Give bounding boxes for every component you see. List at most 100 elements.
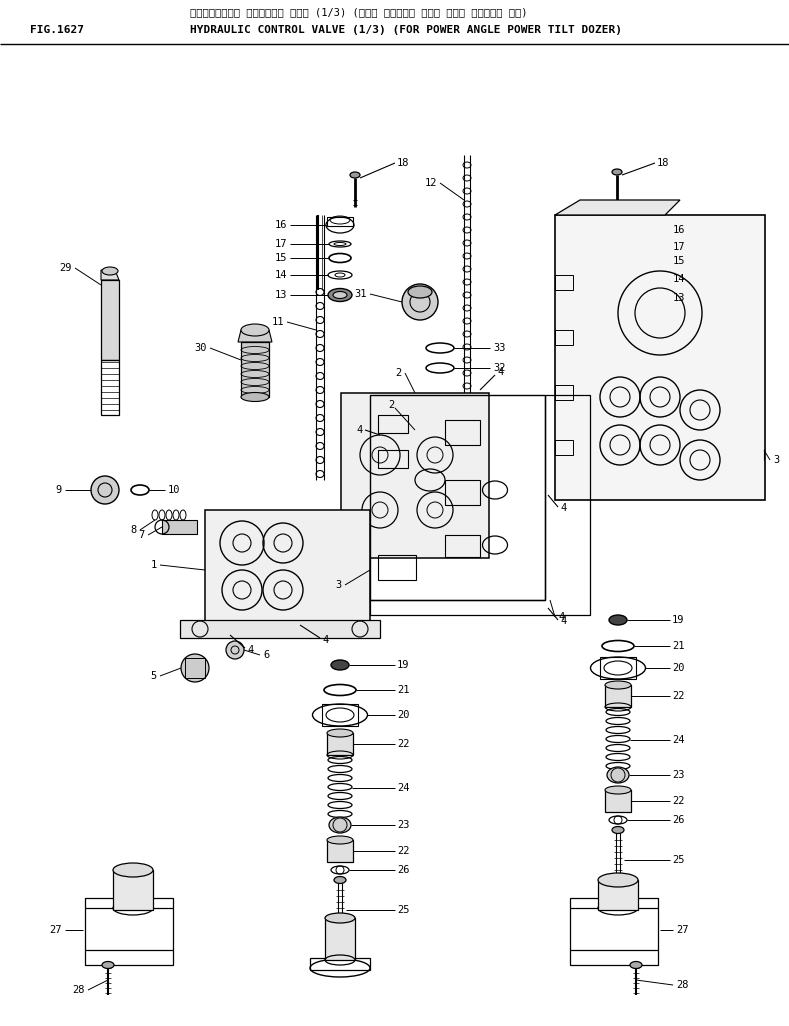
Ellipse shape: [333, 291, 347, 299]
Ellipse shape: [102, 267, 118, 275]
Circle shape: [181, 654, 209, 682]
Text: FIG.1627: FIG.1627: [30, 25, 84, 35]
Text: 15: 15: [673, 256, 686, 266]
Polygon shape: [180, 620, 380, 638]
Text: HYDRAULIC CONTROL VALVE (1/3) (FOR POWER ANGLE POWER TILT DOZER): HYDRAULIC CONTROL VALVE (1/3) (FOR POWER…: [190, 25, 622, 35]
Bar: [445, 420, 480, 445]
Ellipse shape: [331, 660, 349, 670]
Bar: [341, 393, 489, 558]
Text: 4: 4: [357, 425, 363, 435]
Text: 22: 22: [672, 796, 685, 806]
Text: 29: 29: [59, 263, 72, 273]
Text: 14: 14: [673, 274, 686, 284]
Text: 4: 4: [558, 611, 564, 622]
Text: 30: 30: [195, 343, 207, 353]
Text: 18: 18: [397, 158, 409, 168]
Text: 17: 17: [673, 242, 686, 252]
Text: 20: 20: [672, 663, 685, 673]
Text: 3: 3: [336, 580, 342, 590]
Text: 4: 4: [247, 645, 253, 655]
Ellipse shape: [328, 288, 352, 302]
Ellipse shape: [605, 681, 631, 689]
Ellipse shape: [607, 767, 629, 783]
Circle shape: [226, 641, 244, 659]
Text: 33: 33: [493, 343, 506, 353]
Text: 16: 16: [275, 220, 287, 230]
Text: 28: 28: [73, 985, 85, 995]
Ellipse shape: [327, 836, 353, 844]
Text: 20: 20: [397, 710, 409, 720]
Bar: [101, 360, 119, 415]
Text: 25: 25: [397, 905, 409, 915]
Bar: [445, 535, 480, 557]
Text: 13: 13: [673, 293, 686, 303]
Text: 5: 5: [151, 671, 157, 681]
Bar: [378, 450, 408, 468]
Bar: [327, 218, 353, 226]
Text: 1: 1: [151, 560, 157, 570]
Text: 22: 22: [672, 690, 685, 701]
Text: 24: 24: [672, 735, 685, 745]
Text: 4: 4: [560, 503, 567, 513]
Text: 9: 9: [56, 485, 62, 495]
Text: 4: 4: [497, 367, 503, 377]
Text: 4: 4: [560, 616, 567, 626]
Ellipse shape: [612, 169, 622, 175]
Bar: [327, 840, 353, 862]
Text: 2: 2: [388, 400, 394, 410]
Text: 11: 11: [271, 317, 284, 327]
Ellipse shape: [408, 286, 432, 298]
Bar: [598, 880, 638, 910]
Ellipse shape: [609, 615, 627, 625]
Text: 26: 26: [672, 815, 685, 825]
Ellipse shape: [329, 817, 351, 833]
Ellipse shape: [623, 291, 647, 305]
Text: 27: 27: [676, 925, 689, 935]
Text: 23: 23: [672, 770, 685, 780]
Polygon shape: [555, 200, 680, 215]
Bar: [555, 385, 573, 400]
Bar: [325, 918, 355, 960]
Text: 2: 2: [396, 368, 402, 378]
Ellipse shape: [334, 876, 346, 883]
Bar: [555, 215, 765, 500]
Ellipse shape: [327, 729, 353, 737]
Text: 7: 7: [139, 530, 145, 540]
Ellipse shape: [241, 324, 269, 336]
Bar: [622, 222, 648, 231]
Text: 12: 12: [424, 177, 437, 188]
Polygon shape: [101, 270, 119, 280]
Text: 31: 31: [354, 289, 367, 299]
Text: 14: 14: [275, 270, 287, 280]
Circle shape: [91, 476, 119, 504]
Circle shape: [402, 284, 438, 320]
Text: 19: 19: [397, 660, 409, 670]
Text: 13: 13: [275, 290, 287, 300]
Bar: [555, 330, 573, 345]
Bar: [445, 480, 480, 505]
Bar: [322, 704, 358, 726]
Bar: [378, 555, 416, 580]
Bar: [605, 685, 631, 707]
Text: 8: 8: [131, 525, 137, 535]
Text: 23: 23: [397, 820, 409, 830]
Text: 18: 18: [657, 158, 670, 168]
Bar: [378, 415, 408, 433]
Text: 16: 16: [673, 225, 686, 235]
Bar: [205, 510, 370, 630]
Text: 15: 15: [275, 253, 287, 263]
Text: 22: 22: [397, 739, 409, 749]
Text: 10: 10: [168, 485, 181, 495]
Ellipse shape: [612, 827, 624, 833]
Polygon shape: [238, 330, 272, 342]
Ellipse shape: [325, 913, 355, 923]
Bar: [101, 280, 119, 360]
Ellipse shape: [628, 294, 642, 302]
Text: 6: 6: [263, 650, 269, 660]
Text: 17: 17: [275, 239, 287, 249]
Text: 21: 21: [672, 641, 685, 652]
Bar: [327, 733, 353, 755]
Text: 32: 32: [493, 363, 506, 373]
Text: 28: 28: [676, 980, 689, 990]
Text: 3: 3: [773, 455, 780, 465]
